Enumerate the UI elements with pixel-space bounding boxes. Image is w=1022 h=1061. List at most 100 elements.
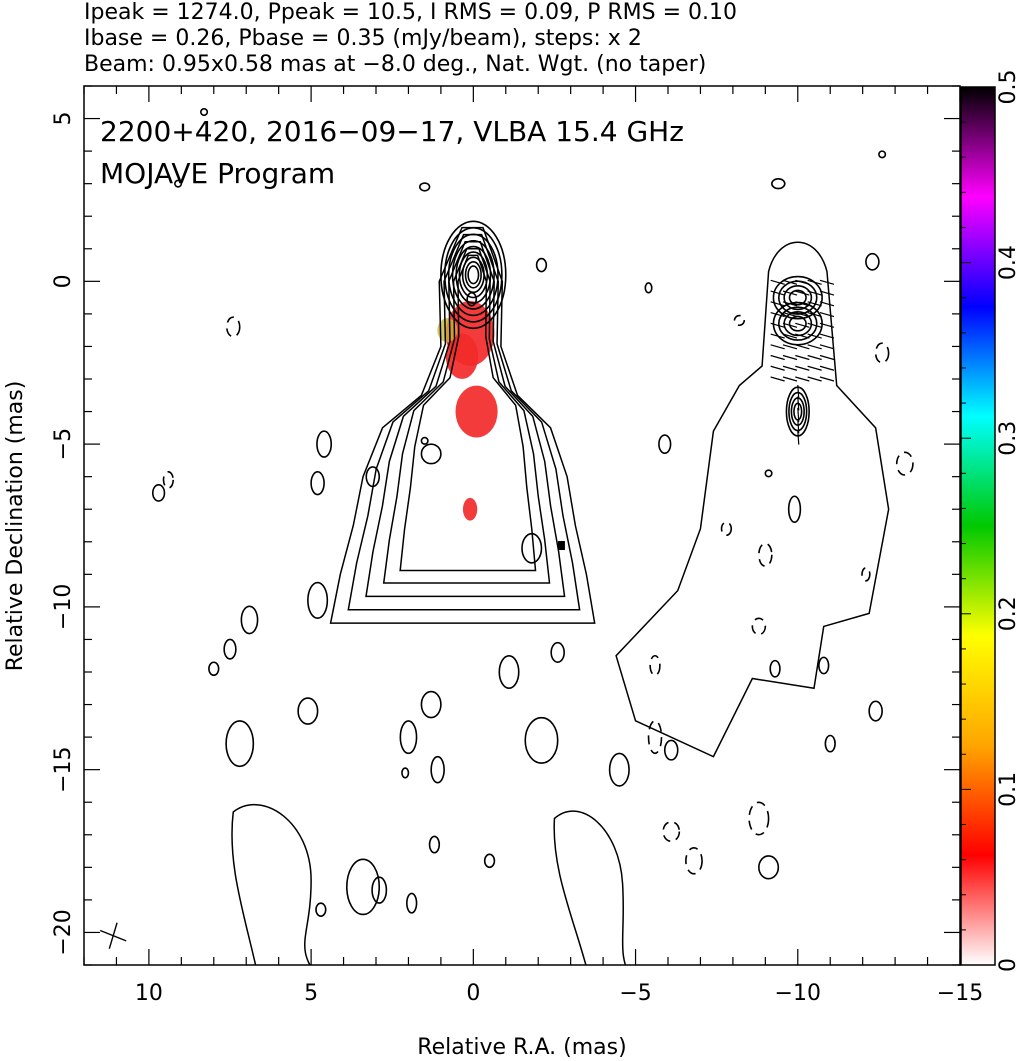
core-contour <box>467 265 480 285</box>
evpa-tick <box>819 290 835 296</box>
colorbar-tick-label: 0.5 <box>996 70 1021 105</box>
core-contour <box>466 291 478 307</box>
noise-contour <box>399 720 418 755</box>
beam-cross <box>108 922 118 949</box>
negative-contour <box>685 847 703 875</box>
noise-contour <box>406 892 418 914</box>
polarization-contour <box>788 315 807 332</box>
evpa-tick <box>782 365 798 371</box>
core-contour <box>464 261 482 289</box>
negative-contour <box>751 617 767 636</box>
noise-contour <box>420 436 429 445</box>
noise-contour <box>769 659 781 678</box>
evpa-tick <box>770 376 785 382</box>
header-beam-line: Beam: 0.95x0.58 mas at −8.0 deg., Nat. W… <box>84 52 707 77</box>
colorbar-ticks: 0 0.1 0.2 0.3 0.4 0.5 <box>961 70 1021 972</box>
y-tick-label: −10 <box>51 584 76 630</box>
noise-contour <box>307 581 329 620</box>
evpa-tick <box>819 311 835 318</box>
noise-contour <box>174 179 183 188</box>
jet-envelope-contour <box>382 248 551 584</box>
evpa-tick <box>782 290 798 296</box>
evpa-tick <box>795 301 810 307</box>
evpa-tick <box>807 376 822 382</box>
noise-contour <box>208 661 220 677</box>
jet-envelope-contour <box>329 226 596 624</box>
evpa-tick <box>782 376 798 382</box>
evpa-tick <box>770 344 785 350</box>
evpa-tick <box>807 322 822 328</box>
evpa-tick <box>797 396 800 411</box>
x-tick-label: −15 <box>937 981 983 1006</box>
evpa-tick <box>807 365 822 371</box>
noise-contour <box>200 107 209 117</box>
evpa-tick <box>819 301 835 307</box>
y-tick-label: −20 <box>51 909 76 955</box>
evpa-tick <box>807 333 822 339</box>
negative-contour <box>733 314 746 327</box>
noise-contour <box>428 835 441 854</box>
evpa-tick <box>795 365 810 371</box>
noise-contour <box>868 700 883 722</box>
evpa-tick <box>770 333 785 339</box>
polarized-emission <box>437 318 458 343</box>
evpa-tick <box>795 311 810 318</box>
noise-contour <box>420 690 442 719</box>
polarization-contour <box>777 306 818 341</box>
noise-contour <box>764 469 773 478</box>
x-tick-label: 5 <box>304 981 318 1006</box>
y-tick-label: 0 <box>51 274 76 288</box>
noise-contour <box>658 434 672 454</box>
jet-envelope-contour <box>399 254 537 572</box>
noise-contour <box>310 471 325 496</box>
noise-contour <box>365 466 381 488</box>
evpa-tick <box>807 311 822 318</box>
evpa-tick <box>770 301 785 307</box>
evpa-tick <box>797 407 800 422</box>
colorbar <box>960 86 996 966</box>
noise-contour <box>644 282 653 294</box>
marker <box>557 541 565 551</box>
noise-contour <box>818 656 830 675</box>
evpa-tick <box>782 322 798 328</box>
evpa-tick <box>770 322 785 328</box>
x-tick-label: −10 <box>775 981 821 1006</box>
noise-contour <box>151 484 166 502</box>
noise-contour <box>483 853 496 869</box>
evpa-tick <box>770 311 785 318</box>
evpa-tick <box>782 279 798 285</box>
noise-contour <box>608 752 630 787</box>
noise-contour <box>824 734 836 753</box>
jet-envelope-contour <box>365 240 566 598</box>
extended-contour <box>231 803 312 965</box>
evpa-tick <box>807 354 822 361</box>
evpa-tick <box>795 290 810 296</box>
evpa-tick <box>807 279 822 285</box>
evpa-tick <box>819 279 835 285</box>
noise-contour <box>297 697 319 725</box>
polarization-contour <box>783 285 813 311</box>
evpa-tick <box>795 344 810 350</box>
polarized-emission <box>445 333 479 379</box>
colorbar-tick-label: 0.3 <box>996 421 1021 456</box>
evpa-tick <box>770 365 785 371</box>
x-tick-label: 0 <box>466 981 480 1006</box>
noise-contour <box>345 858 381 916</box>
evpa-tick <box>770 354 785 361</box>
negative-contour <box>895 451 914 476</box>
noise-contour <box>771 178 786 190</box>
evpa-tick <box>770 290 785 296</box>
evpa-tick <box>782 354 798 361</box>
program-annotation: MOJAVE Program <box>100 157 335 190</box>
negative-contour <box>647 720 663 755</box>
noise-contour <box>663 739 679 761</box>
y-tick-label: 5 <box>51 112 76 126</box>
negative-contour <box>662 820 681 843</box>
noise-contour <box>535 257 548 273</box>
noise-contour <box>223 638 237 660</box>
negative-contour <box>225 316 241 338</box>
x-tick-label: −5 <box>619 981 651 1006</box>
evpa-tick <box>795 279 810 285</box>
plot-frame <box>83 85 961 966</box>
evpa-tick <box>782 301 798 307</box>
